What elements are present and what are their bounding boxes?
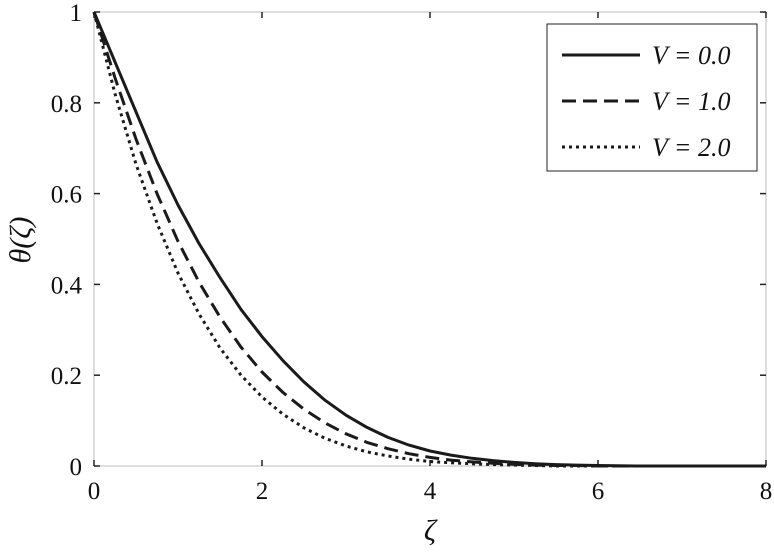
x-tick-label-3: 6 <box>592 478 605 505</box>
y-axis-label: θ(ζ) <box>4 217 37 264</box>
tick-labels: 0 2 4 6 8 0 0.2 0.4 0.6 0.8 1 <box>51 0 773 505</box>
y-tick-label-1: 0.2 <box>51 363 82 390</box>
y-tick-label-4: 0.8 <box>51 91 82 118</box>
legend-label-1: V = 1.0 <box>652 87 730 116</box>
legend: V = 0.0 V = 1.0 V = 2.0 <box>546 23 758 172</box>
y-tick-label-2: 0.4 <box>51 272 83 299</box>
series-line-1 <box>92 11 766 468</box>
x-tick-label-1: 2 <box>256 478 269 505</box>
legend-box <box>546 23 758 172</box>
x-tick-label-0: 0 <box>88 478 101 505</box>
x-tick-label-2: 4 <box>424 478 437 505</box>
y-tick-label-0: 0 <box>70 454 83 481</box>
legend-label-2: V = 2.0 <box>652 133 730 162</box>
legend-label-0: V = 0.0 <box>652 41 730 70</box>
x-axis-label: ζ <box>424 514 438 547</box>
series-layer <box>92 11 766 468</box>
y-tick-label-3: 0.6 <box>51 182 82 209</box>
y-tick-label-5: 1 <box>70 0 83 27</box>
x-tick-label-4: 8 <box>760 478 773 505</box>
